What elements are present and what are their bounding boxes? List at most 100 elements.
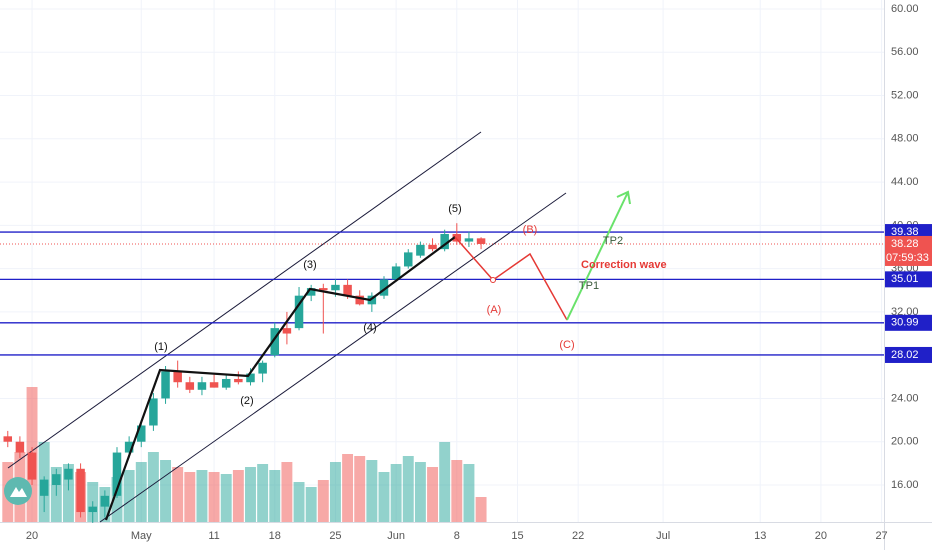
volume-bar	[414, 462, 426, 522]
annotations: (1) (2) (3) (4) (5) (A) (B) (C) Correction wave T…	[154, 203, 666, 407]
candles	[3, 223, 486, 523]
y-tick-label: 48.00	[891, 133, 919, 145]
volume-bar	[257, 464, 269, 522]
candle-body	[391, 266, 401, 280]
volume-bar	[366, 460, 378, 522]
candle-body	[476, 238, 486, 244]
candle-body	[428, 244, 437, 250]
level-tag: 35.01	[891, 273, 919, 285]
wave-point	[490, 277, 496, 283]
logo-mark	[10, 487, 27, 497]
volume-bar	[354, 456, 366, 522]
level-tag-bg	[885, 346, 932, 363]
candle-body	[3, 436, 13, 442]
level-tag: 28.02	[891, 349, 919, 361]
annotation: TP2	[603, 235, 623, 247]
arrow-head	[616, 190, 631, 205]
annotation: (C)	[559, 339, 574, 351]
y-tick-label: 52.00	[891, 89, 919, 101]
x-tick-label: May	[131, 530, 152, 542]
candle-body	[124, 441, 134, 453]
x-tick-label: 8	[454, 530, 460, 542]
correction-wave	[454, 236, 568, 321]
volume-bar	[232, 470, 244, 522]
volume-bar	[147, 452, 159, 522]
candle-body	[404, 252, 413, 267]
channel-upper	[7, 131, 482, 469]
candle-body	[88, 506, 97, 513]
volume-bar	[427, 467, 438, 522]
candle-body	[367, 295, 377, 305]
volume-bar	[475, 497, 487, 522]
candle-body	[416, 244, 425, 256]
last-price-bg	[885, 235, 932, 266]
annotation: (3)	[303, 259, 316, 271]
y-tick-label: 56.00	[891, 46, 919, 58]
volume-bar	[208, 472, 220, 522]
waves	[104, 190, 631, 521]
volume-bar	[317, 480, 329, 522]
candle-body	[221, 378, 231, 388]
candle-body	[137, 425, 146, 442]
candle-body	[76, 468, 85, 513]
x-tick-label: 27	[875, 530, 887, 542]
volume-bar	[269, 470, 281, 522]
candle-body	[294, 295, 304, 329]
x-tick-label: Jul	[656, 530, 670, 542]
volume-bar	[305, 487, 317, 522]
candle-body	[331, 284, 340, 291]
logo	[4, 477, 32, 505]
y-tick-label: 16.00	[891, 479, 919, 491]
volume-bar	[196, 470, 208, 522]
candle-body	[39, 479, 49, 496]
x-tick-label: 22	[572, 530, 584, 542]
candle-body	[209, 382, 219, 388]
volume-bar	[135, 462, 147, 522]
channel-lower	[99, 192, 567, 523]
x-tick-label: 13	[754, 530, 766, 542]
candle-body	[440, 234, 449, 250]
candle-body	[258, 362, 267, 374]
candle-body	[149, 398, 158, 426]
candle-body	[185, 382, 195, 390]
volume-bar	[378, 472, 390, 522]
x-tick-label: 20	[26, 530, 38, 542]
candle-body	[173, 371, 182, 383]
candle-body	[343, 284, 352, 296]
candle-body	[234, 378, 243, 383]
candle-body	[246, 373, 255, 383]
x-tick-label: 25	[329, 530, 341, 542]
candle-body	[15, 441, 25, 453]
annotation: (2)	[240, 395, 253, 407]
volume-bar	[439, 442, 451, 522]
candle-body	[464, 238, 474, 242]
level-tag: 30.99	[891, 317, 919, 329]
candle-body	[282, 328, 292, 334]
volume-bar	[390, 464, 402, 522]
x-tick-label: 15	[511, 530, 523, 542]
candle-body	[52, 474, 61, 486]
volume-bar	[342, 454, 354, 522]
volume-bar	[402, 456, 414, 522]
y-tick-label: 24.00	[891, 392, 919, 404]
candle-body	[355, 295, 364, 305]
annotation: (1)	[154, 341, 167, 353]
y-tick-label: 60.00	[891, 3, 919, 15]
volume-bar	[245, 467, 256, 522]
annotation: TP1	[579, 280, 599, 292]
volume-bar	[293, 482, 305, 522]
volume-bar	[184, 472, 196, 522]
x-tick-label: 20	[815, 530, 827, 542]
countdown: 07:59:33	[886, 252, 929, 264]
volume-bar	[62, 464, 74, 522]
annotation: Correction wave	[581, 259, 667, 271]
annotation: (4)	[363, 322, 376, 334]
y-tick-label: 20.00	[891, 436, 919, 448]
candle-body	[306, 288, 316, 296]
target-arrow	[566, 191, 629, 321]
candle-body	[319, 288, 328, 291]
level-tag-bg	[885, 271, 932, 288]
candle-body	[27, 452, 37, 480]
volume-bar	[123, 470, 135, 522]
